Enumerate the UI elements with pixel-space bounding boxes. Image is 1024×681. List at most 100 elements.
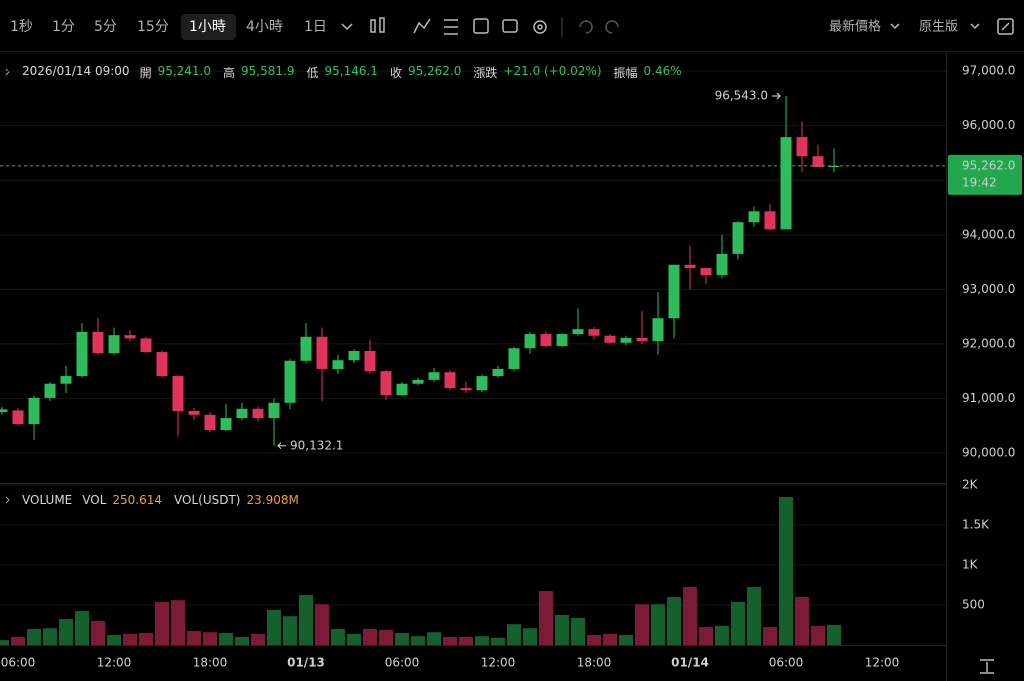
y-tick-label: 91,000.0 (962, 391, 1015, 405)
volume-bar (59, 619, 73, 645)
volume-bar (475, 636, 489, 645)
countdown-label: 19:42 (962, 175, 997, 189)
toolbar-icons[interactable] (341, 17, 1014, 674)
candle-body (172, 376, 184, 411)
volume-bar (363, 629, 377, 645)
candle-body (380, 371, 392, 396)
volume-bar (491, 637, 505, 645)
x-tick-label: 06:00 (1, 656, 36, 670)
candle-body (444, 372, 456, 389)
candle-body (252, 408, 264, 419)
volume-bar (523, 628, 537, 645)
legend-label: 低 (306, 66, 319, 80)
volume-bar (315, 604, 329, 645)
volume-bar (251, 633, 265, 645)
legend-label: 高 (223, 66, 236, 80)
volume-bar (635, 604, 649, 645)
candle-body (92, 331, 104, 354)
volume-bar (187, 631, 201, 645)
candle-body (268, 402, 280, 419)
view-mode[interactable]: 原生版 (919, 20, 958, 35)
volume-bar (139, 633, 153, 645)
interval[interactable]: 1日 (304, 19, 327, 35)
candle-body (668, 264, 680, 319)
price-mode[interactable]: 最新價格 (829, 19, 881, 35)
interval[interactable]: 1分 (52, 19, 75, 35)
volume-bar (27, 629, 41, 645)
volume-bar (299, 595, 313, 645)
volume-bar (235, 637, 249, 645)
candle-body (364, 350, 376, 372)
y-tick-label: 90,000.0 (962, 445, 1015, 459)
candle-body (124, 335, 136, 339)
ohlc-legend: 2026/01/14 09:00 開 95,241.0 高 95,581.9 低 95,1… (22, 64, 688, 81)
volume-bar (427, 632, 441, 645)
volume-bar (379, 629, 393, 645)
volume-bar (763, 627, 777, 645)
interval[interactable]: 5分 (94, 19, 117, 35)
interval-selected[interactable]: 1小時 (189, 19, 226, 35)
candle-body (220, 418, 232, 431)
legend-label: 開 (139, 66, 152, 80)
volume-bar (747, 587, 761, 645)
candle-body (396, 383, 408, 396)
volume-bar (651, 604, 665, 645)
y-tick-label: 94,000.0 (962, 227, 1015, 241)
interval[interactable]: 4小時 (246, 19, 283, 35)
x-tick-label: 12:00 (481, 656, 516, 670)
candle-body (748, 211, 760, 223)
volume-bar (619, 635, 633, 645)
legend-value: 95,146.1 (324, 64, 378, 78)
volume-bar (555, 615, 569, 645)
x-tick-label: 12:00 (97, 656, 132, 670)
volume-legend: VOLUME VOL 250.614 VOL(USDT) 23.908M (22, 493, 305, 507)
candle-body (524, 334, 536, 349)
candle-body (636, 337, 648, 342)
volume-bar (459, 637, 473, 645)
volume-bar (795, 597, 809, 645)
legend-label: 收 (389, 66, 402, 80)
candle-body (812, 156, 824, 168)
candle-body (540, 334, 552, 347)
plot-area (0, 70, 946, 645)
interval[interactable]: 1秒 (10, 19, 33, 35)
candle-body (652, 318, 664, 342)
candle-body (604, 335, 616, 343)
selected-interval-bg (181, 14, 236, 40)
legend-label: 振幅 (613, 66, 638, 80)
annotation-arrow (277, 442, 286, 450)
candle-body (684, 264, 696, 269)
candle-body (236, 408, 248, 419)
candle-body (492, 368, 504, 377)
volume-bar (0, 640, 9, 645)
annotation-label: 96,543.0 (715, 89, 768, 103)
volume-bar (683, 587, 697, 645)
collapse-icon (5, 496, 10, 504)
volume-bar (347, 633, 361, 645)
candle-body (572, 329, 584, 335)
legend-value: +21.0 (+0.02%) (503, 64, 602, 78)
candle-body (428, 372, 440, 380)
candle-body (332, 360, 344, 369)
x-tick-label: 06:00 (385, 656, 420, 670)
legend-value: 95,241.0 (157, 64, 212, 78)
legend-label: VOL(USDT) (174, 493, 241, 507)
candle-body (44, 383, 56, 398)
volume-bar (779, 497, 793, 645)
candle-body (460, 388, 472, 391)
volume-bar (219, 633, 233, 645)
candle-body (508, 348, 520, 369)
volume-bar (715, 625, 729, 645)
candle-body (780, 137, 792, 230)
candle-body (316, 336, 328, 369)
volume-bar (507, 624, 521, 645)
volume-bar (11, 637, 25, 645)
y-tick-label: 500 (962, 598, 985, 612)
candle-body (140, 338, 152, 353)
interval[interactable]: 15分 (137, 19, 169, 35)
y-tick-label: 96,000.0 (962, 118, 1015, 132)
volume-bar (699, 627, 713, 645)
legend-value: 250.614 (112, 493, 163, 507)
volume-bar (43, 628, 57, 645)
